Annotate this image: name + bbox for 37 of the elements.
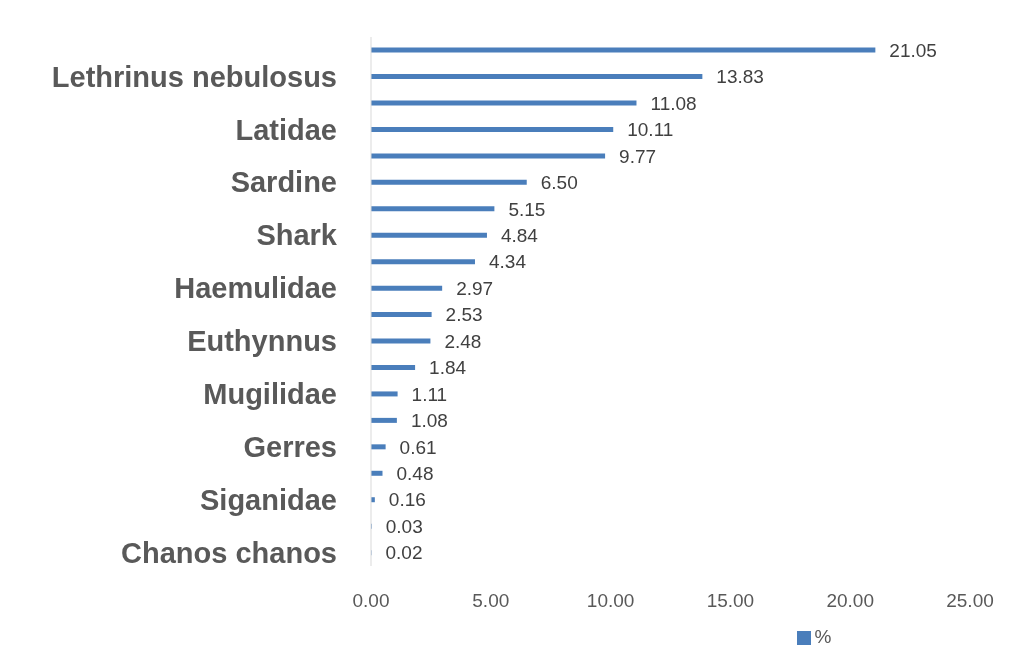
data-label: 2.48 [444,330,482,352]
data-label: 1.08 [410,410,448,432]
y-tick-label: Chanos chanos [121,536,337,569]
data-label: 2.53 [445,304,483,326]
data-label: 0.16 [388,489,426,511]
y-tick-label: Euthynnus [187,325,337,358]
data-label: 21.05 [889,39,937,61]
data-label: 5.15 [508,198,546,220]
data-label: 1.84 [429,357,467,379]
y-tick-label: Mugilidae [203,378,337,411]
x-tick-label: 25.00 [946,590,994,612]
x-tick-label: 10.00 [586,590,635,612]
data-label: 10.11 [627,119,674,141]
x-tick-label: 20.00 [826,590,874,612]
y-tick-label: Lethrinus nebulosus [51,60,337,93]
data-label: 13.83 [716,66,764,88]
data-label: 9.77 [619,145,657,167]
data-label: 1.11 [411,383,448,405]
data-label: 0.61 [399,436,437,458]
y-tick-label: Latidae [235,113,337,146]
data-label: 4.84 [500,224,539,246]
y-tick-label: Siganidae [200,483,337,516]
y-tick-label: Haemulidae [174,272,337,305]
legend-label: % [814,626,832,647]
data-label: 0.02 [385,542,423,564]
x-tick-label: 0.00 [352,590,390,612]
data-label: 2.97 [456,277,494,299]
y-tick-label: Sardine [230,166,337,199]
y-tick-label: Shark [256,219,338,252]
y-tick-label: Gerres [243,430,337,463]
data-label: 11.08 [650,92,697,114]
data-label: 0.48 [396,463,434,485]
x-tick-label: 15.00 [706,590,755,612]
data-label: 0.03 [385,515,423,537]
data-label: 6.50 [540,172,578,194]
data-label: 4.34 [488,251,527,273]
x-tick-label: 5.00 [472,590,510,612]
